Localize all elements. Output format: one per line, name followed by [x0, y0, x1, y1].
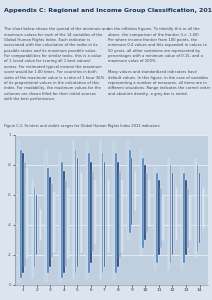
Bar — [67, 188, 68, 258]
Text: The chart below shows the spread of the minimum and
maximum values for each of t: The chart below shows the spread of the … — [4, 27, 109, 101]
Bar — [146, 172, 148, 233]
Bar — [203, 188, 204, 228]
Bar — [47, 168, 49, 273]
Bar — [22, 153, 24, 273]
Bar — [160, 188, 162, 248]
Bar — [78, 165, 80, 258]
Bar — [102, 153, 103, 273]
Bar — [189, 195, 191, 240]
Bar — [199, 172, 200, 243]
Bar — [92, 171, 94, 252]
Bar — [148, 180, 150, 225]
Bar — [40, 210, 41, 240]
Text: Figure C.1: Faintest and visible ranges for Global Human Rights Index 2013 indic: Figure C.1: Faintest and visible ranges … — [4, 124, 160, 128]
Bar — [81, 172, 82, 252]
Bar — [108, 180, 109, 252]
Bar — [113, 141, 115, 279]
Bar — [73, 141, 74, 279]
Bar — [61, 162, 63, 278]
Bar — [24, 162, 26, 267]
Bar — [168, 158, 169, 270]
Bar — [183, 172, 185, 262]
Bar — [172, 172, 173, 255]
Bar — [127, 141, 128, 240]
Bar — [38, 202, 39, 247]
Bar — [201, 180, 202, 237]
Bar — [142, 158, 144, 248]
Bar — [154, 165, 156, 270]
Bar — [75, 150, 76, 273]
Bar — [65, 180, 67, 267]
Bar — [185, 180, 187, 255]
Bar — [135, 172, 137, 210]
Bar — [63, 171, 65, 273]
Text: Appendix C: Regional and Income Group Classification, 2012: Appendix C: Regional and Income Group Cl… — [4, 8, 212, 13]
Bar — [88, 153, 90, 273]
Bar — [18, 140, 20, 282]
Bar — [131, 158, 132, 225]
Bar — [53, 192, 55, 252]
Bar — [162, 195, 164, 240]
Bar — [36, 195, 37, 255]
Bar — [174, 180, 175, 248]
Bar — [144, 165, 146, 240]
Bar — [104, 162, 105, 267]
Bar — [59, 153, 61, 282]
Bar — [90, 162, 92, 262]
Bar — [94, 180, 96, 243]
Bar — [158, 180, 160, 255]
Bar — [156, 172, 158, 262]
Bar — [170, 165, 171, 262]
Bar — [32, 180, 33, 278]
Bar — [119, 171, 121, 258]
Bar — [176, 188, 177, 240]
Bar — [115, 153, 117, 273]
Bar — [49, 177, 51, 267]
Bar — [117, 162, 119, 267]
Bar — [34, 188, 35, 267]
Bar — [129, 150, 131, 232]
Bar — [141, 150, 142, 255]
Bar — [86, 141, 88, 279]
Bar — [51, 183, 53, 258]
Bar — [187, 188, 189, 248]
Text: on the inflation figures. To identify this in all the
above, the comparison of t: on the inflation figures. To identify th… — [108, 27, 211, 96]
Bar — [45, 150, 47, 280]
Bar — [133, 165, 134, 217]
Bar — [195, 158, 197, 258]
Bar — [77, 158, 78, 267]
Bar — [26, 168, 28, 258]
Bar — [197, 165, 198, 252]
Bar — [100, 141, 101, 279]
Bar — [121, 180, 123, 252]
Bar — [181, 165, 183, 270]
Bar — [106, 171, 107, 258]
Bar — [20, 150, 22, 278]
